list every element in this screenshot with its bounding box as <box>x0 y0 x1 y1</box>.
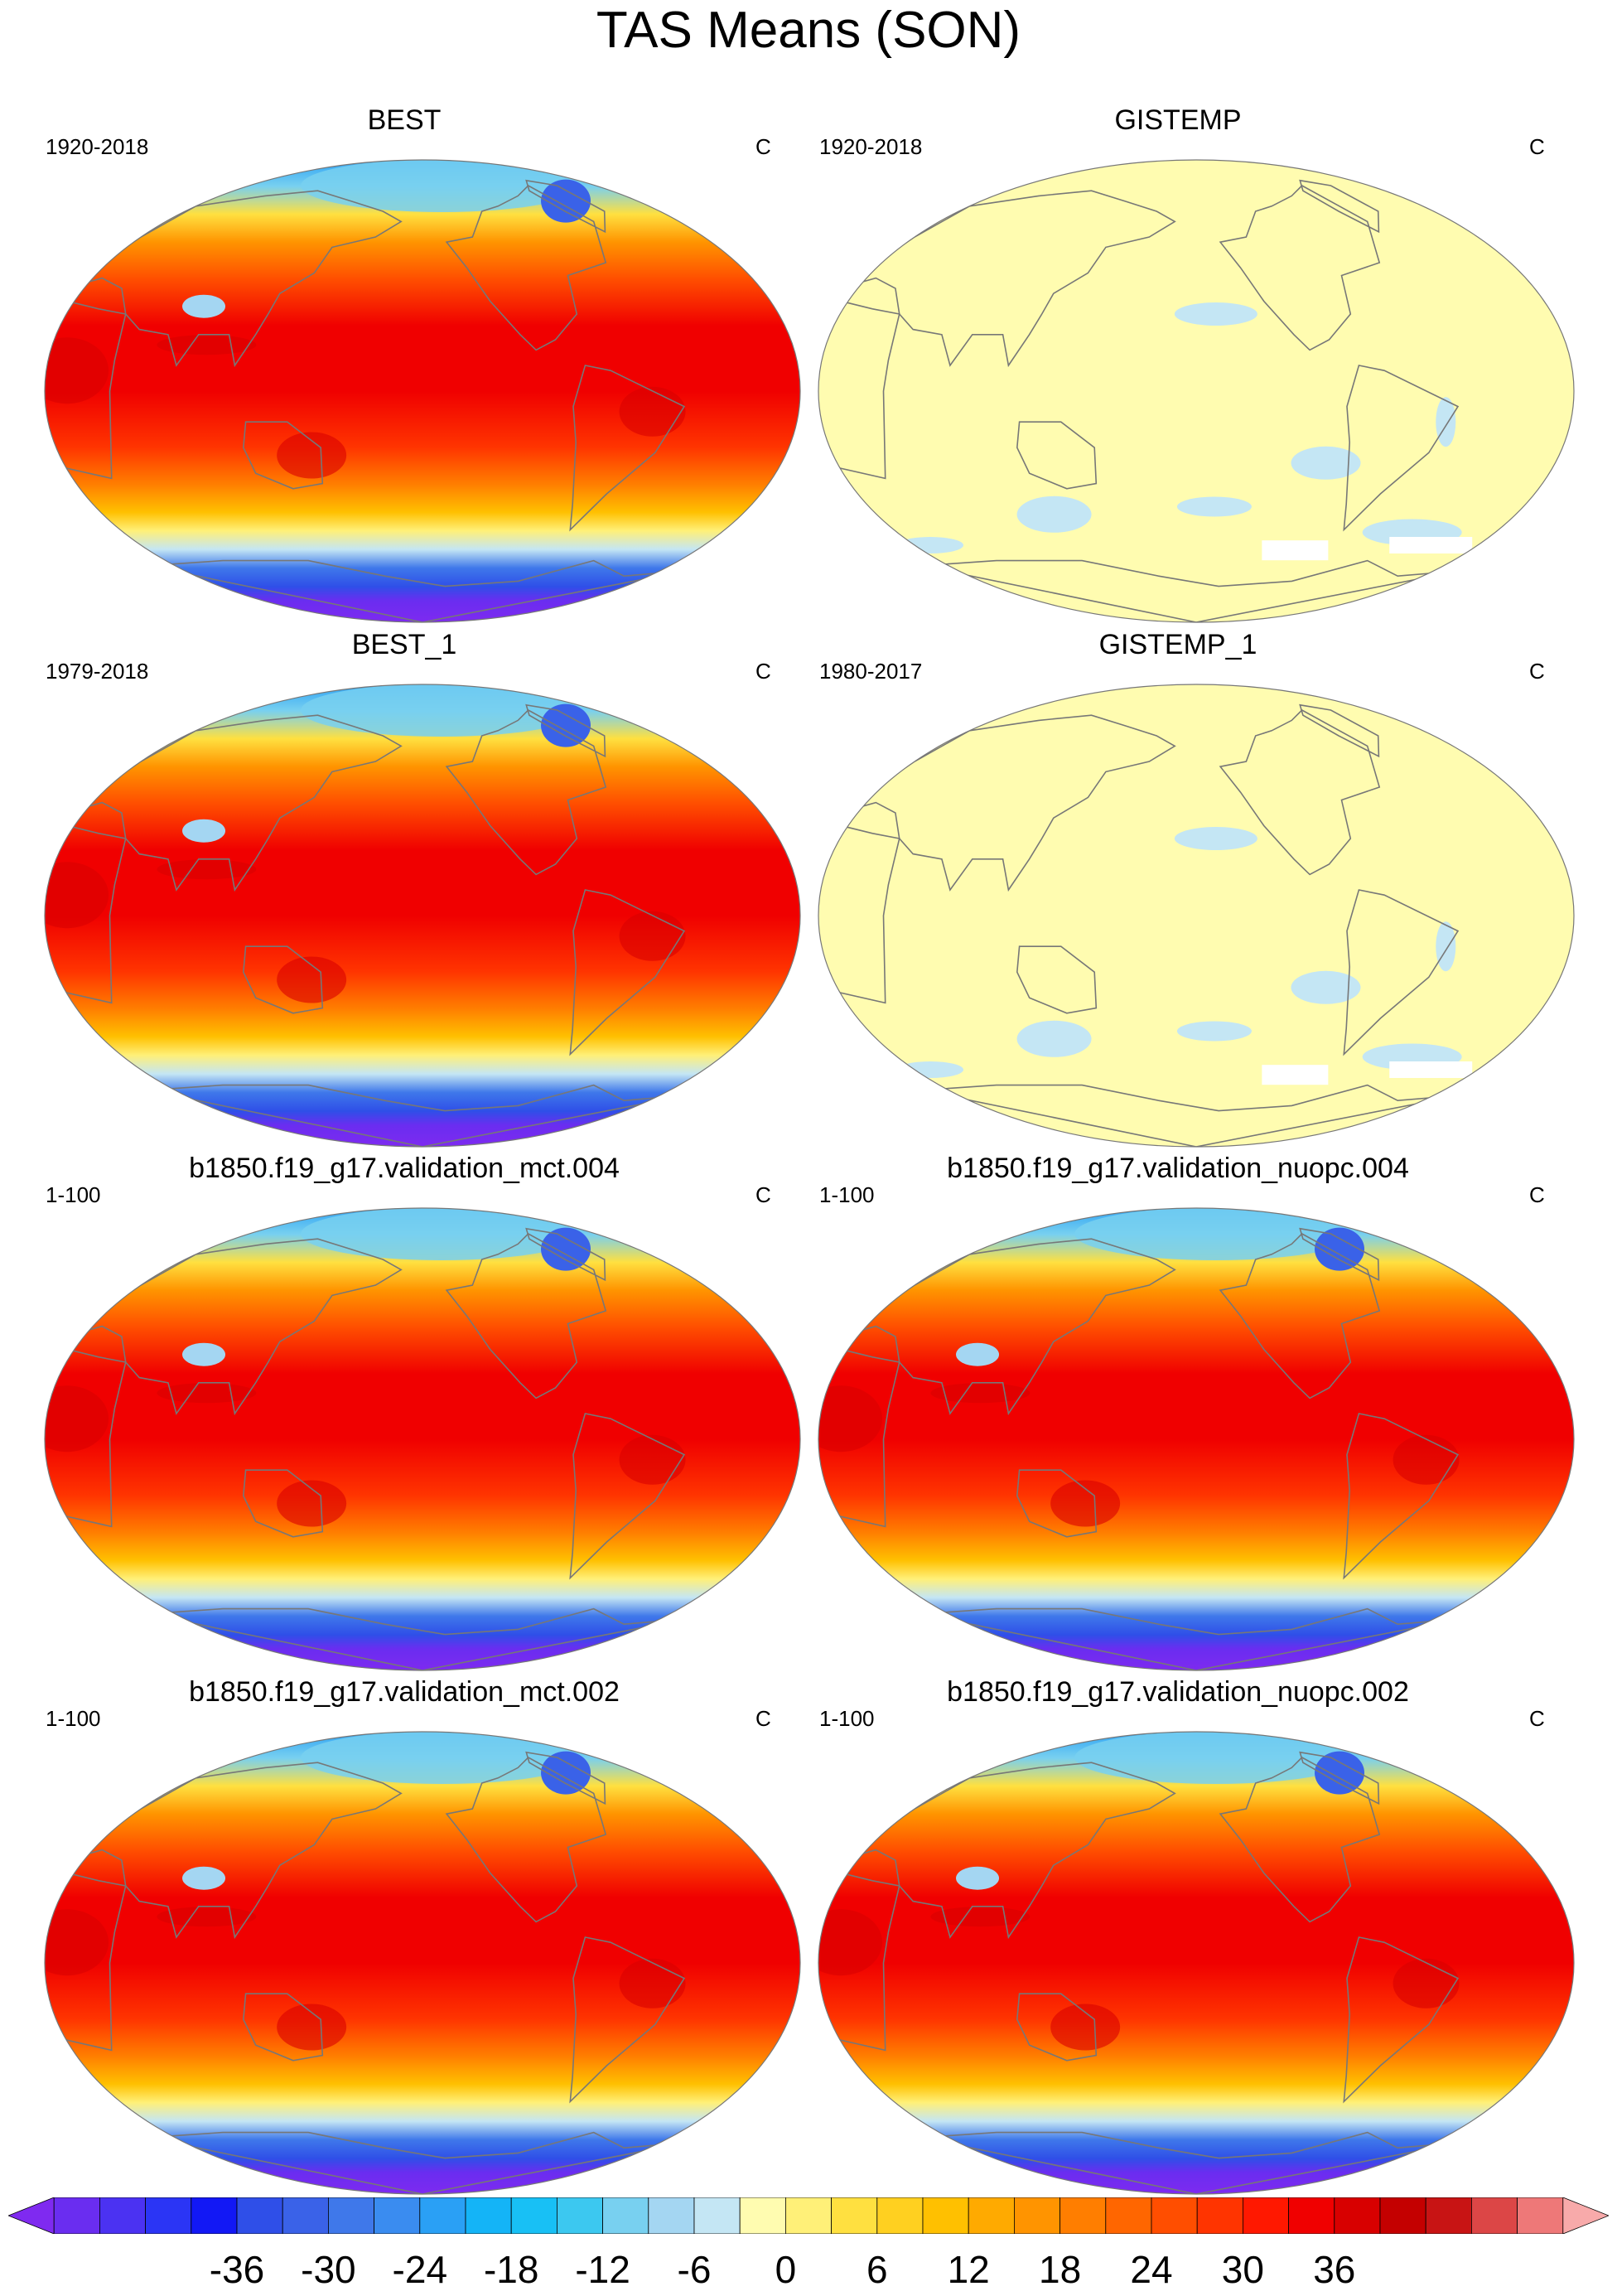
colorbar-swatch <box>831 2197 878 2234</box>
panel-period: 1-100 <box>46 1182 101 1207</box>
colorbar-tick-label: -24 <box>392 2248 448 2291</box>
panel-title: BEST <box>367 104 442 136</box>
colorbar-tick-label: 18 <box>1039 2248 1082 2291</box>
panel-title: GISTEMP_1 <box>1098 629 1257 660</box>
colorbar-swatch <box>419 2197 466 2234</box>
panel-units: C <box>755 659 771 684</box>
panel-title: b1850.f19_g17.validation_mct.002 <box>189 1676 620 1708</box>
colorbar-swatch <box>1517 2197 1564 2234</box>
panel-period: 1979-2018 <box>46 659 149 684</box>
panel-period: 1-100 <box>819 1706 875 1731</box>
colorbar-swatch <box>1196 2197 1243 2234</box>
world-map <box>44 159 801 623</box>
colorbar-tick-label: -12 <box>575 2248 630 2291</box>
map-panel-gistemp-1: GISTEMP_1 1980-2017 C <box>774 628 1582 1152</box>
colorbar-swatch <box>968 2197 1015 2234</box>
colorbar-swatch <box>1105 2197 1152 2234</box>
panel-period: 1920-2018 <box>46 134 149 159</box>
colorbar-swatch <box>327 2197 374 2234</box>
colorbar-tick-label: 30 <box>1221 2248 1264 2291</box>
colorbar-swatch <box>557 2197 604 2234</box>
map-panel-best-1: BEST_1 1979-2018 C <box>0 628 808 1152</box>
colorbar-swatch <box>1379 2197 1426 2234</box>
map-panel-mct-002: b1850.f19_g17.validation_mct.002 1-100 C <box>0 1675 808 2199</box>
colorbar-swatch <box>602 2197 649 2234</box>
panel-period: 1-100 <box>819 1182 875 1207</box>
colorbar-tick-label: -18 <box>483 2248 539 2291</box>
colorbar-swatch <box>99 2197 147 2234</box>
colorbar-swatch <box>191 2197 238 2234</box>
colorbar-swatch <box>53 2197 100 2234</box>
colorbar-swatch <box>465 2197 512 2234</box>
world-map <box>44 1731 801 2195</box>
colorbar-swatch <box>1471 2197 1518 2234</box>
colorbar-tick-label: -30 <box>301 2248 356 2291</box>
panel-units: C <box>1529 134 1545 159</box>
panel-period: 1-100 <box>46 1706 101 1731</box>
colorbar-swatch <box>1562 2197 1609 2234</box>
colorbar-swatch <box>236 2197 283 2234</box>
colorbar-swatch <box>1059 2197 1107 2234</box>
colorbar-swatch <box>1243 2197 1290 2234</box>
colorbar-swatch <box>282 2197 329 2234</box>
colorbar-tick-label: 24 <box>1130 2248 1173 2291</box>
map-panel-gistemp: GISTEMP 1920-2018 C <box>774 104 1582 627</box>
colorbar-swatch <box>648 2197 695 2234</box>
colorbar-swatch <box>1334 2197 1381 2234</box>
world-map <box>44 1207 801 1671</box>
panel-period: 1980-2017 <box>819 659 923 684</box>
colorbar-tick-label: 0 <box>775 2248 797 2291</box>
map-panel-nuopc-002: b1850.f19_g17.validation_nuopc.002 1-100… <box>774 1675 1582 2199</box>
colorbar-swatch <box>693 2197 741 2234</box>
colorbar-swatch <box>1014 2197 1061 2234</box>
panel-title: b1850.f19_g17.validation_nuopc.002 <box>947 1676 1409 1708</box>
colorbar-swatch <box>1425 2197 1472 2234</box>
colorbar-swatches <box>8 2197 1609 2234</box>
colorbar-swatch <box>922 2197 969 2234</box>
world-map <box>818 159 1575 623</box>
colorbar-tick-label: -36 <box>209 2248 265 2291</box>
colorbar-swatch <box>876 2197 924 2234</box>
panel-title: b1850.f19_g17.validation_mct.004 <box>189 1153 620 1184</box>
colorbar-swatch <box>374 2197 421 2234</box>
colorbar-swatch <box>1151 2197 1198 2234</box>
map-panel-best: BEST 1920-2018 C <box>0 104 808 627</box>
world-map <box>818 684 1575 1148</box>
panel-title: BEST_1 <box>351 629 457 660</box>
map-panel-nuopc-004: b1850.f19_g17.validation_nuopc.004 1-100… <box>774 1152 1582 1675</box>
colorbar-tick-label: 12 <box>947 2248 990 2291</box>
panel-units: C <box>755 1182 771 1207</box>
colorbar-swatch <box>785 2197 833 2234</box>
panel-units: C <box>755 134 771 159</box>
panel-units: C <box>1529 1182 1545 1207</box>
figure-title: TAS Means (SON) <box>596 2 1021 59</box>
map-panel-mct-004: b1850.f19_g17.validation_mct.004 1-100 C <box>0 1152 808 1675</box>
world-map <box>44 684 801 1148</box>
colorbar-swatch <box>8 2197 55 2234</box>
colorbar-tick-label: 36 <box>1313 2248 1356 2291</box>
colorbar-swatch <box>739 2197 786 2234</box>
colorbar-swatch <box>1288 2197 1335 2234</box>
colorbar-swatch <box>145 2197 192 2234</box>
world-map <box>818 1207 1575 1671</box>
panel-title: b1850.f19_g17.validation_nuopc.004 <box>947 1153 1409 1184</box>
panel-period: 1920-2018 <box>819 134 923 159</box>
panel-units: C <box>755 1706 771 1731</box>
colorbar-swatch <box>510 2197 558 2234</box>
world-map <box>818 1731 1575 2195</box>
panel-units: C <box>1529 659 1545 684</box>
colorbar-legend: -36 -30 -24 -18 -12 -6 0 6 12 18 24 30 36 <box>8 2197 1609 2296</box>
colorbar-tick-label: -6 <box>677 2248 712 2291</box>
panel-units: C <box>1529 1706 1545 1731</box>
colorbar-tick-label: 6 <box>866 2248 888 2291</box>
panel-title: GISTEMP <box>1114 104 1242 136</box>
